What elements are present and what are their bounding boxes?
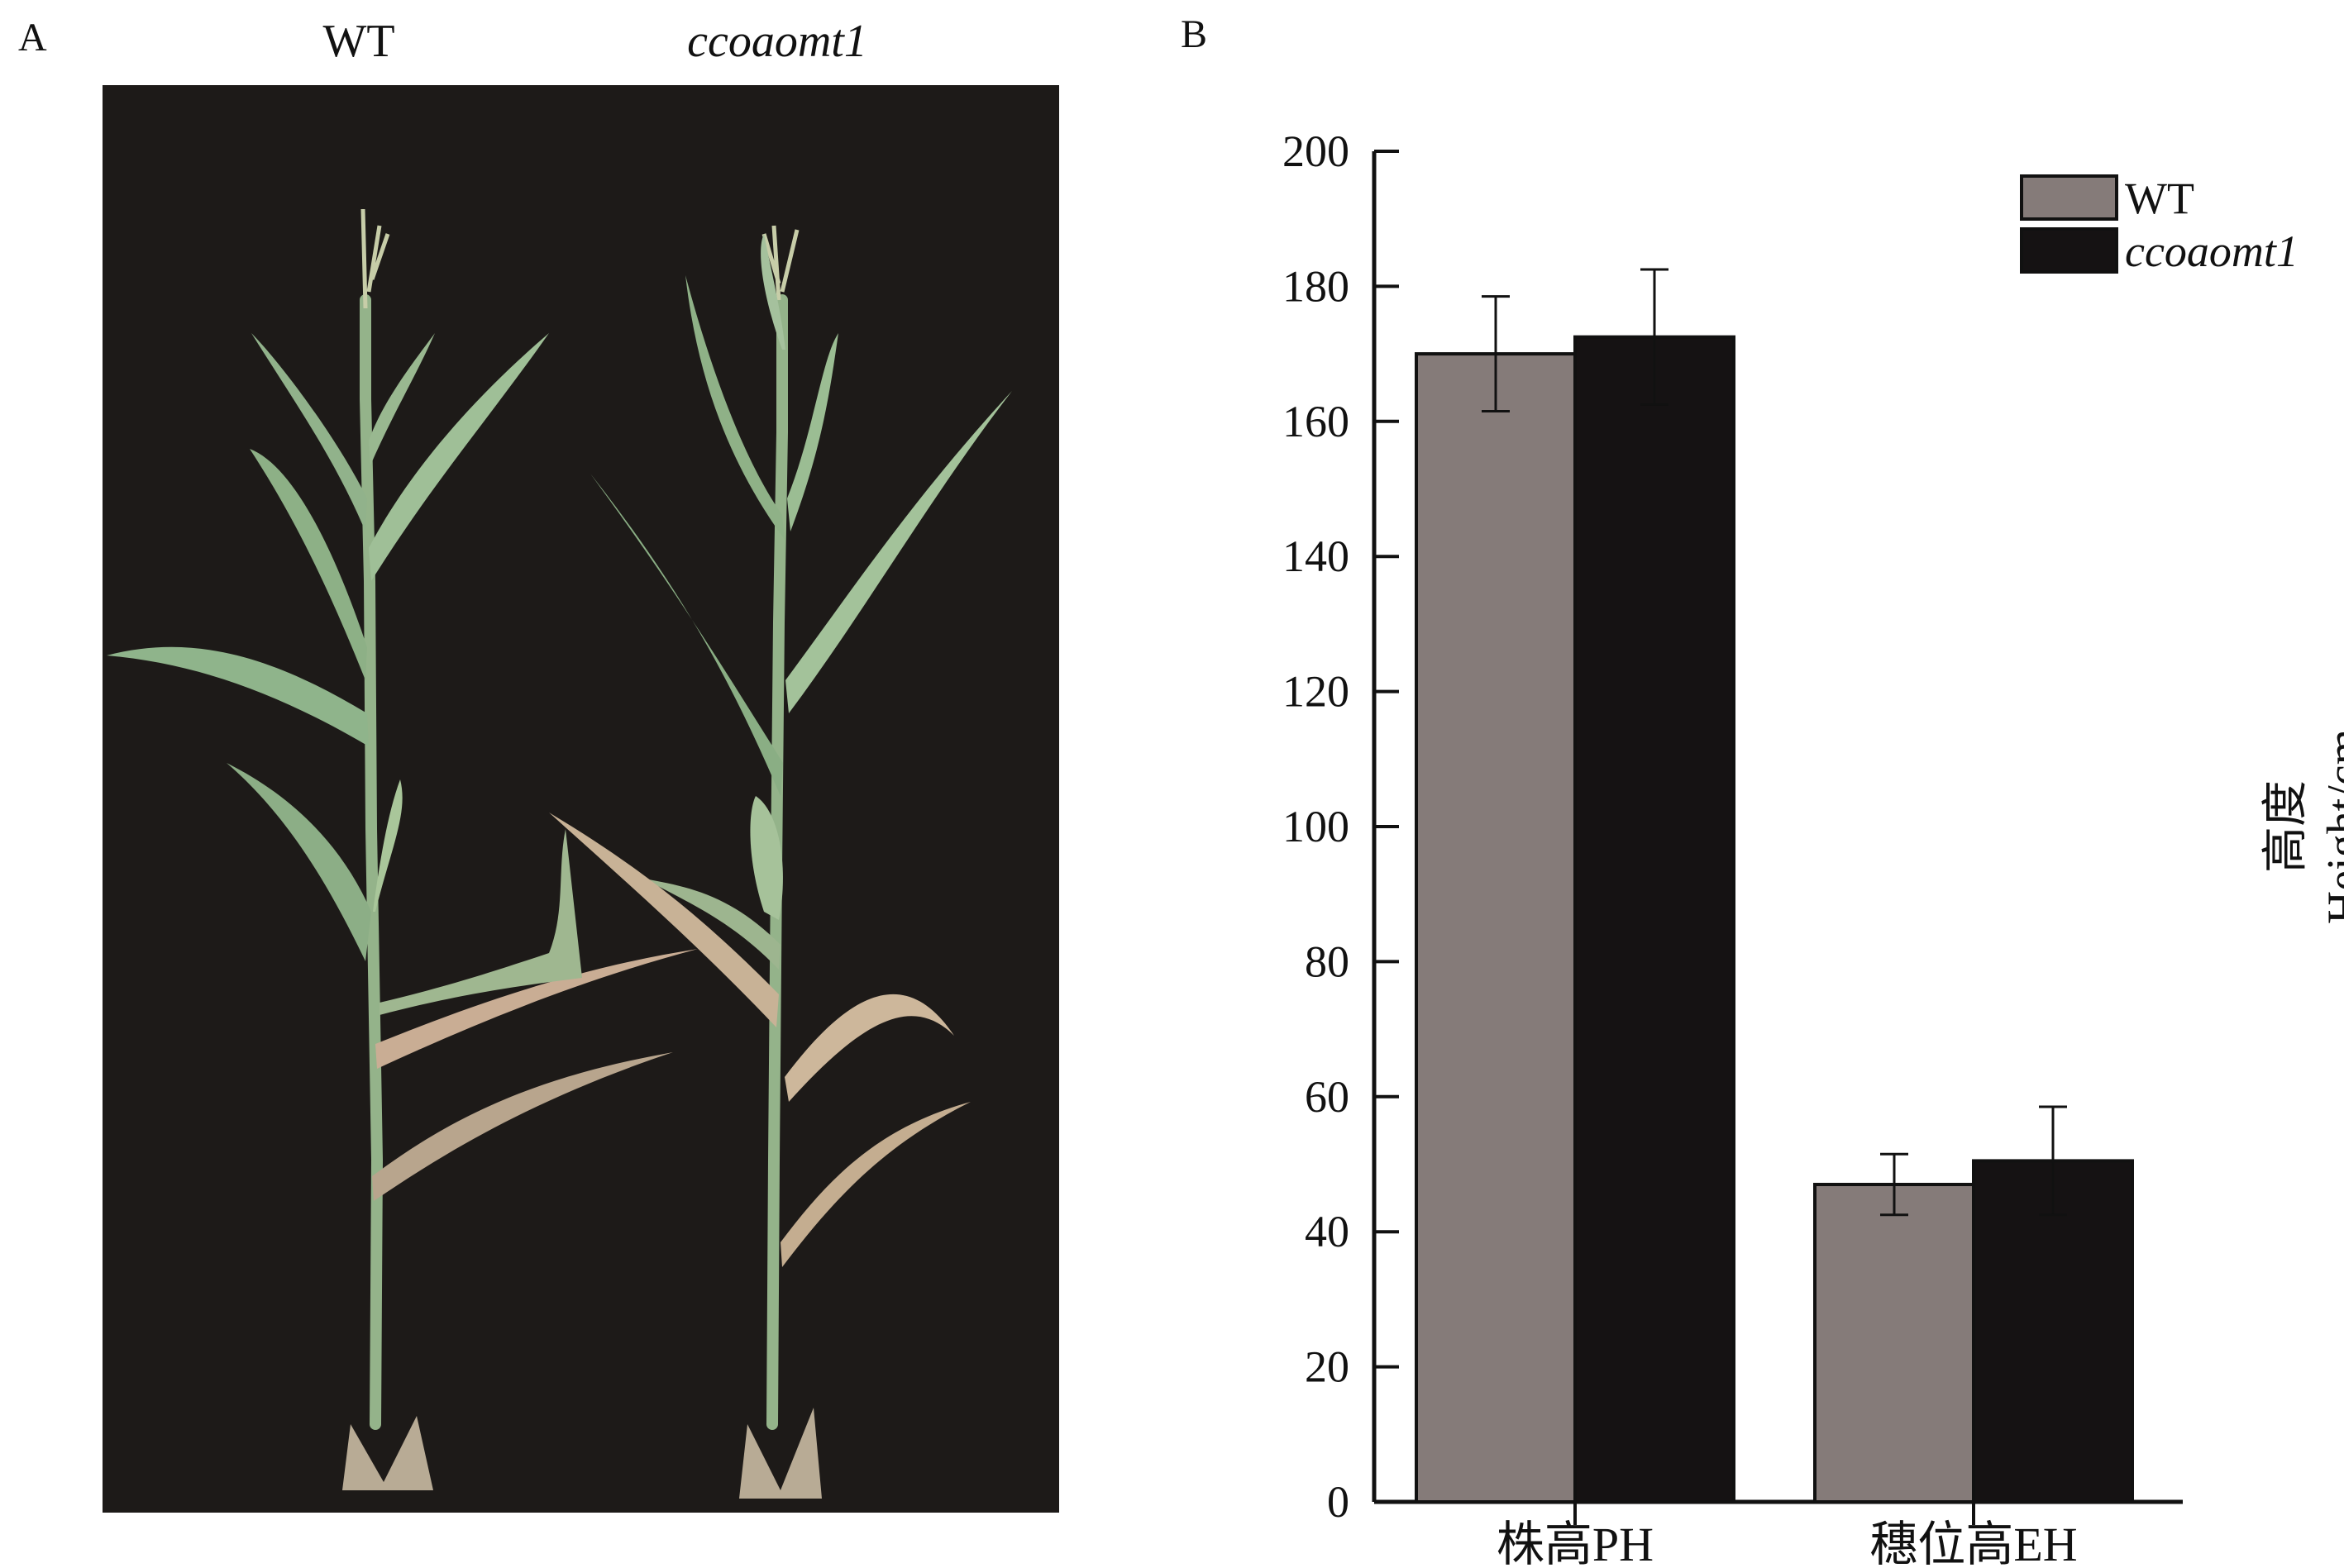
y-tick-label: 140 bbox=[1282, 531, 1349, 581]
mutant-bar-ph bbox=[1573, 335, 1735, 1504]
wt-plant-illustration bbox=[107, 208, 698, 1490]
y-tick-label: 60 bbox=[1305, 1072, 1349, 1122]
x-tick-label: 穗位高EH bbox=[1869, 1518, 2077, 1568]
y-tick-label: 160 bbox=[1282, 397, 1349, 446]
legend-label-wt: WT bbox=[2125, 174, 2194, 223]
plant-photo bbox=[103, 85, 1059, 1513]
y-tick-label: 200 bbox=[1282, 126, 1349, 176]
y-tick-label: 120 bbox=[1282, 667, 1349, 717]
mutant-plant-illustration bbox=[549, 225, 1012, 1499]
y-tick-label: 20 bbox=[1305, 1342, 1349, 1392]
x-tick-label: 株高PH bbox=[1497, 1518, 1654, 1568]
panel-b-label: B bbox=[1181, 12, 1208, 56]
wt-bar-ph bbox=[1415, 352, 1577, 1504]
height-bar-chart: 0 20 40 60 80 100 120 140 160 180 200 株高PH 穗位高EH 高度 He… bbox=[1100, 0, 2344, 1568]
legend-swatch-wt bbox=[2020, 174, 2118, 221]
panel-a-label: A bbox=[18, 16, 47, 60]
legend-label-mutant: ccoaomt1 bbox=[2125, 226, 2299, 276]
y-tick-label: 40 bbox=[1305, 1207, 1349, 1256]
legend-swatch-mutant bbox=[2020, 227, 2118, 274]
y-tick-label: 0 bbox=[1327, 1477, 1349, 1527]
y-tick-label: 80 bbox=[1305, 937, 1349, 986]
mutant-bar-eh bbox=[1972, 1159, 2134, 1504]
y-axis-title-en: Height/cm bbox=[2318, 729, 2344, 924]
mutant-column-label: ccoaomt1 bbox=[687, 16, 867, 67]
wt-column-label: WT bbox=[322, 16, 395, 67]
y-tick-label: 100 bbox=[1282, 802, 1349, 851]
y-axis-title-cn: 高度 bbox=[2260, 780, 2312, 873]
y-tick-label: 180 bbox=[1282, 261, 1349, 311]
wt-bar-eh bbox=[1813, 1183, 1975, 1504]
